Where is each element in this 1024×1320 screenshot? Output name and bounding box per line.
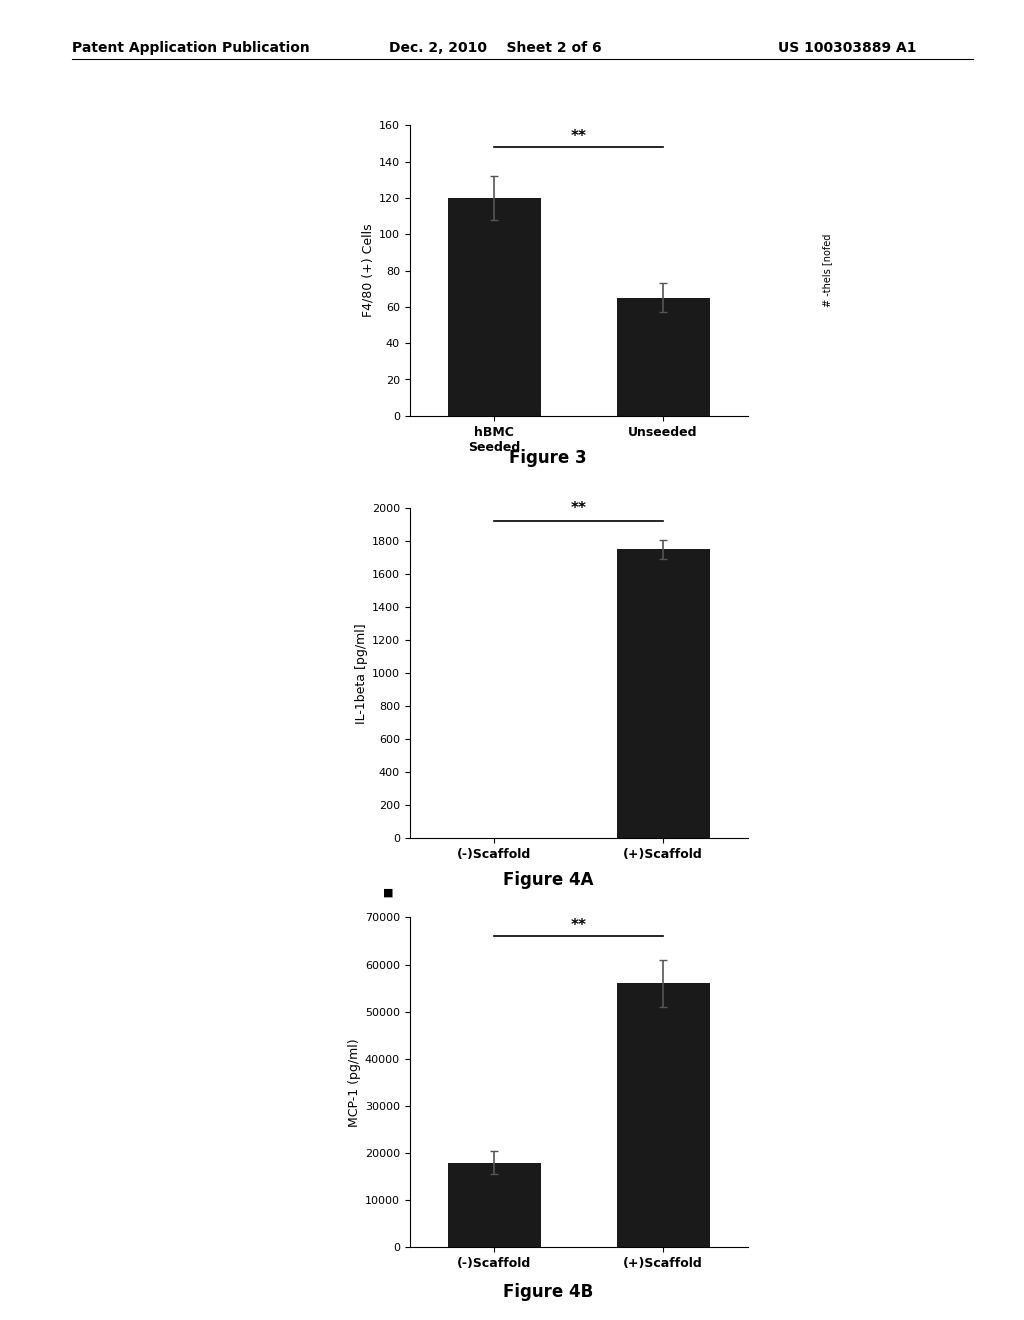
Text: Figure 3: Figure 3: [509, 449, 587, 467]
Y-axis label: MCP-1 (pg/ml): MCP-1 (pg/ml): [347, 1038, 360, 1127]
Bar: [616, 549, 710, 838]
Bar: [616, 983, 710, 1247]
Text: Dec. 2, 2010    Sheet 2 of 6: Dec. 2, 2010 Sheet 2 of 6: [389, 41, 602, 55]
Text: # -thels [nofed: # -thels [nofed: [822, 234, 831, 308]
Text: **: **: [570, 919, 587, 933]
Text: US 100303889 A1: US 100303889 A1: [778, 41, 916, 55]
Text: **: **: [570, 128, 587, 144]
Y-axis label: F4/80 (+) Cells: F4/80 (+) Cells: [361, 224, 375, 317]
Y-axis label: IL-1beta [pg/ml]: IL-1beta [pg/ml]: [354, 623, 368, 723]
Bar: [447, 1163, 541, 1247]
Bar: [447, 198, 541, 416]
Text: Figure 4A: Figure 4A: [503, 871, 593, 890]
Text: **: **: [570, 502, 587, 516]
Text: ■: ■: [383, 887, 393, 898]
Bar: [616, 298, 710, 416]
Text: Figure 4B: Figure 4B: [503, 1283, 593, 1302]
Text: Patent Application Publication: Patent Application Publication: [72, 41, 309, 55]
